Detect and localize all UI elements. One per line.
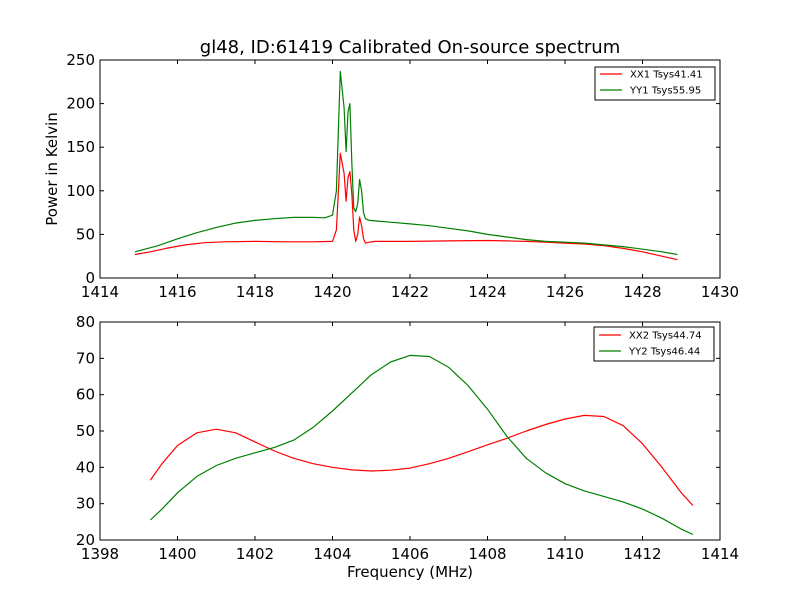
top-xtick-label: 1414 (81, 283, 119, 301)
bottom-ytick-label: 40 (76, 458, 95, 476)
top-chart-legend: XX1 Tsys41.41 YY1 Tsys55.95 (594, 66, 716, 101)
top-chart-ylabel: Power in Kelvin (43, 112, 61, 226)
bottom-chart: Frequency (MHz) 1398 1400 1402 1404 1406 1408… (76, 313, 739, 581)
top-xtick-label: 1426 (546, 283, 584, 301)
bottom-legend-label-xx2: XX2 Tsys44.74 (629, 331, 702, 342)
bottom-legend-label-yy2: YY2 Tsys46.44 (628, 347, 700, 358)
top-series-line-1 (134, 70, 678, 256)
top-legend-box (594, 66, 716, 101)
top-ytick-label: 50 (76, 225, 95, 243)
top-legend-label-yy1: YY1 Tsys55.95 (629, 86, 701, 97)
bottom-series-line-1 (149, 354, 694, 536)
bottom-ytick-label: 50 (76, 422, 95, 440)
bottom-chart-plot-area: 1398 1400 1402 1404 1406 1408 1410 1412 1414 20 30… (76, 313, 739, 563)
top-xtick-label: 1420 (313, 283, 351, 301)
bottom-ytick-label: 30 (76, 495, 95, 513)
top-series-line-0 (134, 152, 678, 261)
top-chart: gl48, ID:61419 Calibrated On-source spec… (43, 37, 739, 301)
top-xtick-label: 1416 (158, 283, 196, 301)
bottom-xtick-label: 1398 (81, 545, 119, 563)
bottom-xtick-label: 1410 (546, 545, 584, 563)
top-chart-title: gl48, ID:61419 Calibrated On-source spec… (200, 37, 620, 58)
bottom-xtick-label: 1400 (158, 545, 196, 563)
bottom-series-line-0 (149, 414, 694, 506)
bottom-ytick-label: 70 (76, 349, 95, 367)
bottom-ytick-label: 60 (76, 386, 95, 404)
bottom-xtick-label: 1402 (236, 545, 274, 563)
top-ytick-label: 200 (66, 95, 95, 113)
bottom-ytick-label: 20 (76, 531, 95, 549)
top-legend-label-xx1: XX1 Tsys41.41 (630, 70, 703, 81)
bottom-ytick-label: 80 (76, 313, 95, 331)
bottom-xtick-label: 1404 (313, 545, 351, 563)
bottom-chart-xlabel: Frequency (MHz) (347, 563, 473, 581)
top-ytick-label: 0 (85, 269, 95, 287)
bottom-legend-box (593, 326, 715, 362)
bottom-xtick-label: 1414 (701, 545, 739, 563)
top-xtick-label: 1418 (236, 283, 274, 301)
bottom-xtick-label: 1406 (391, 545, 429, 563)
top-xtick-label: 1424 (468, 283, 506, 301)
top-ytick-label: 100 (66, 182, 95, 200)
top-ytick-label: 150 (66, 138, 95, 156)
top-xtick-label: 1430 (701, 283, 739, 301)
top-xtick-label: 1428 (623, 283, 661, 301)
bottom-chart-legend: XX2 Tsys44.74 YY2 Tsys46.44 (593, 326, 715, 362)
top-chart-plot-area: 1414 1416 1418 1420 1422 1424 1426 1428 1430 0 50 1… (66, 51, 739, 301)
bottom-xtick-label: 1412 (623, 545, 661, 563)
bottom-xtick-label: 1408 (468, 545, 506, 563)
top-ytick-label: 250 (66, 51, 95, 69)
top-xtick-label: 1422 (391, 283, 429, 301)
